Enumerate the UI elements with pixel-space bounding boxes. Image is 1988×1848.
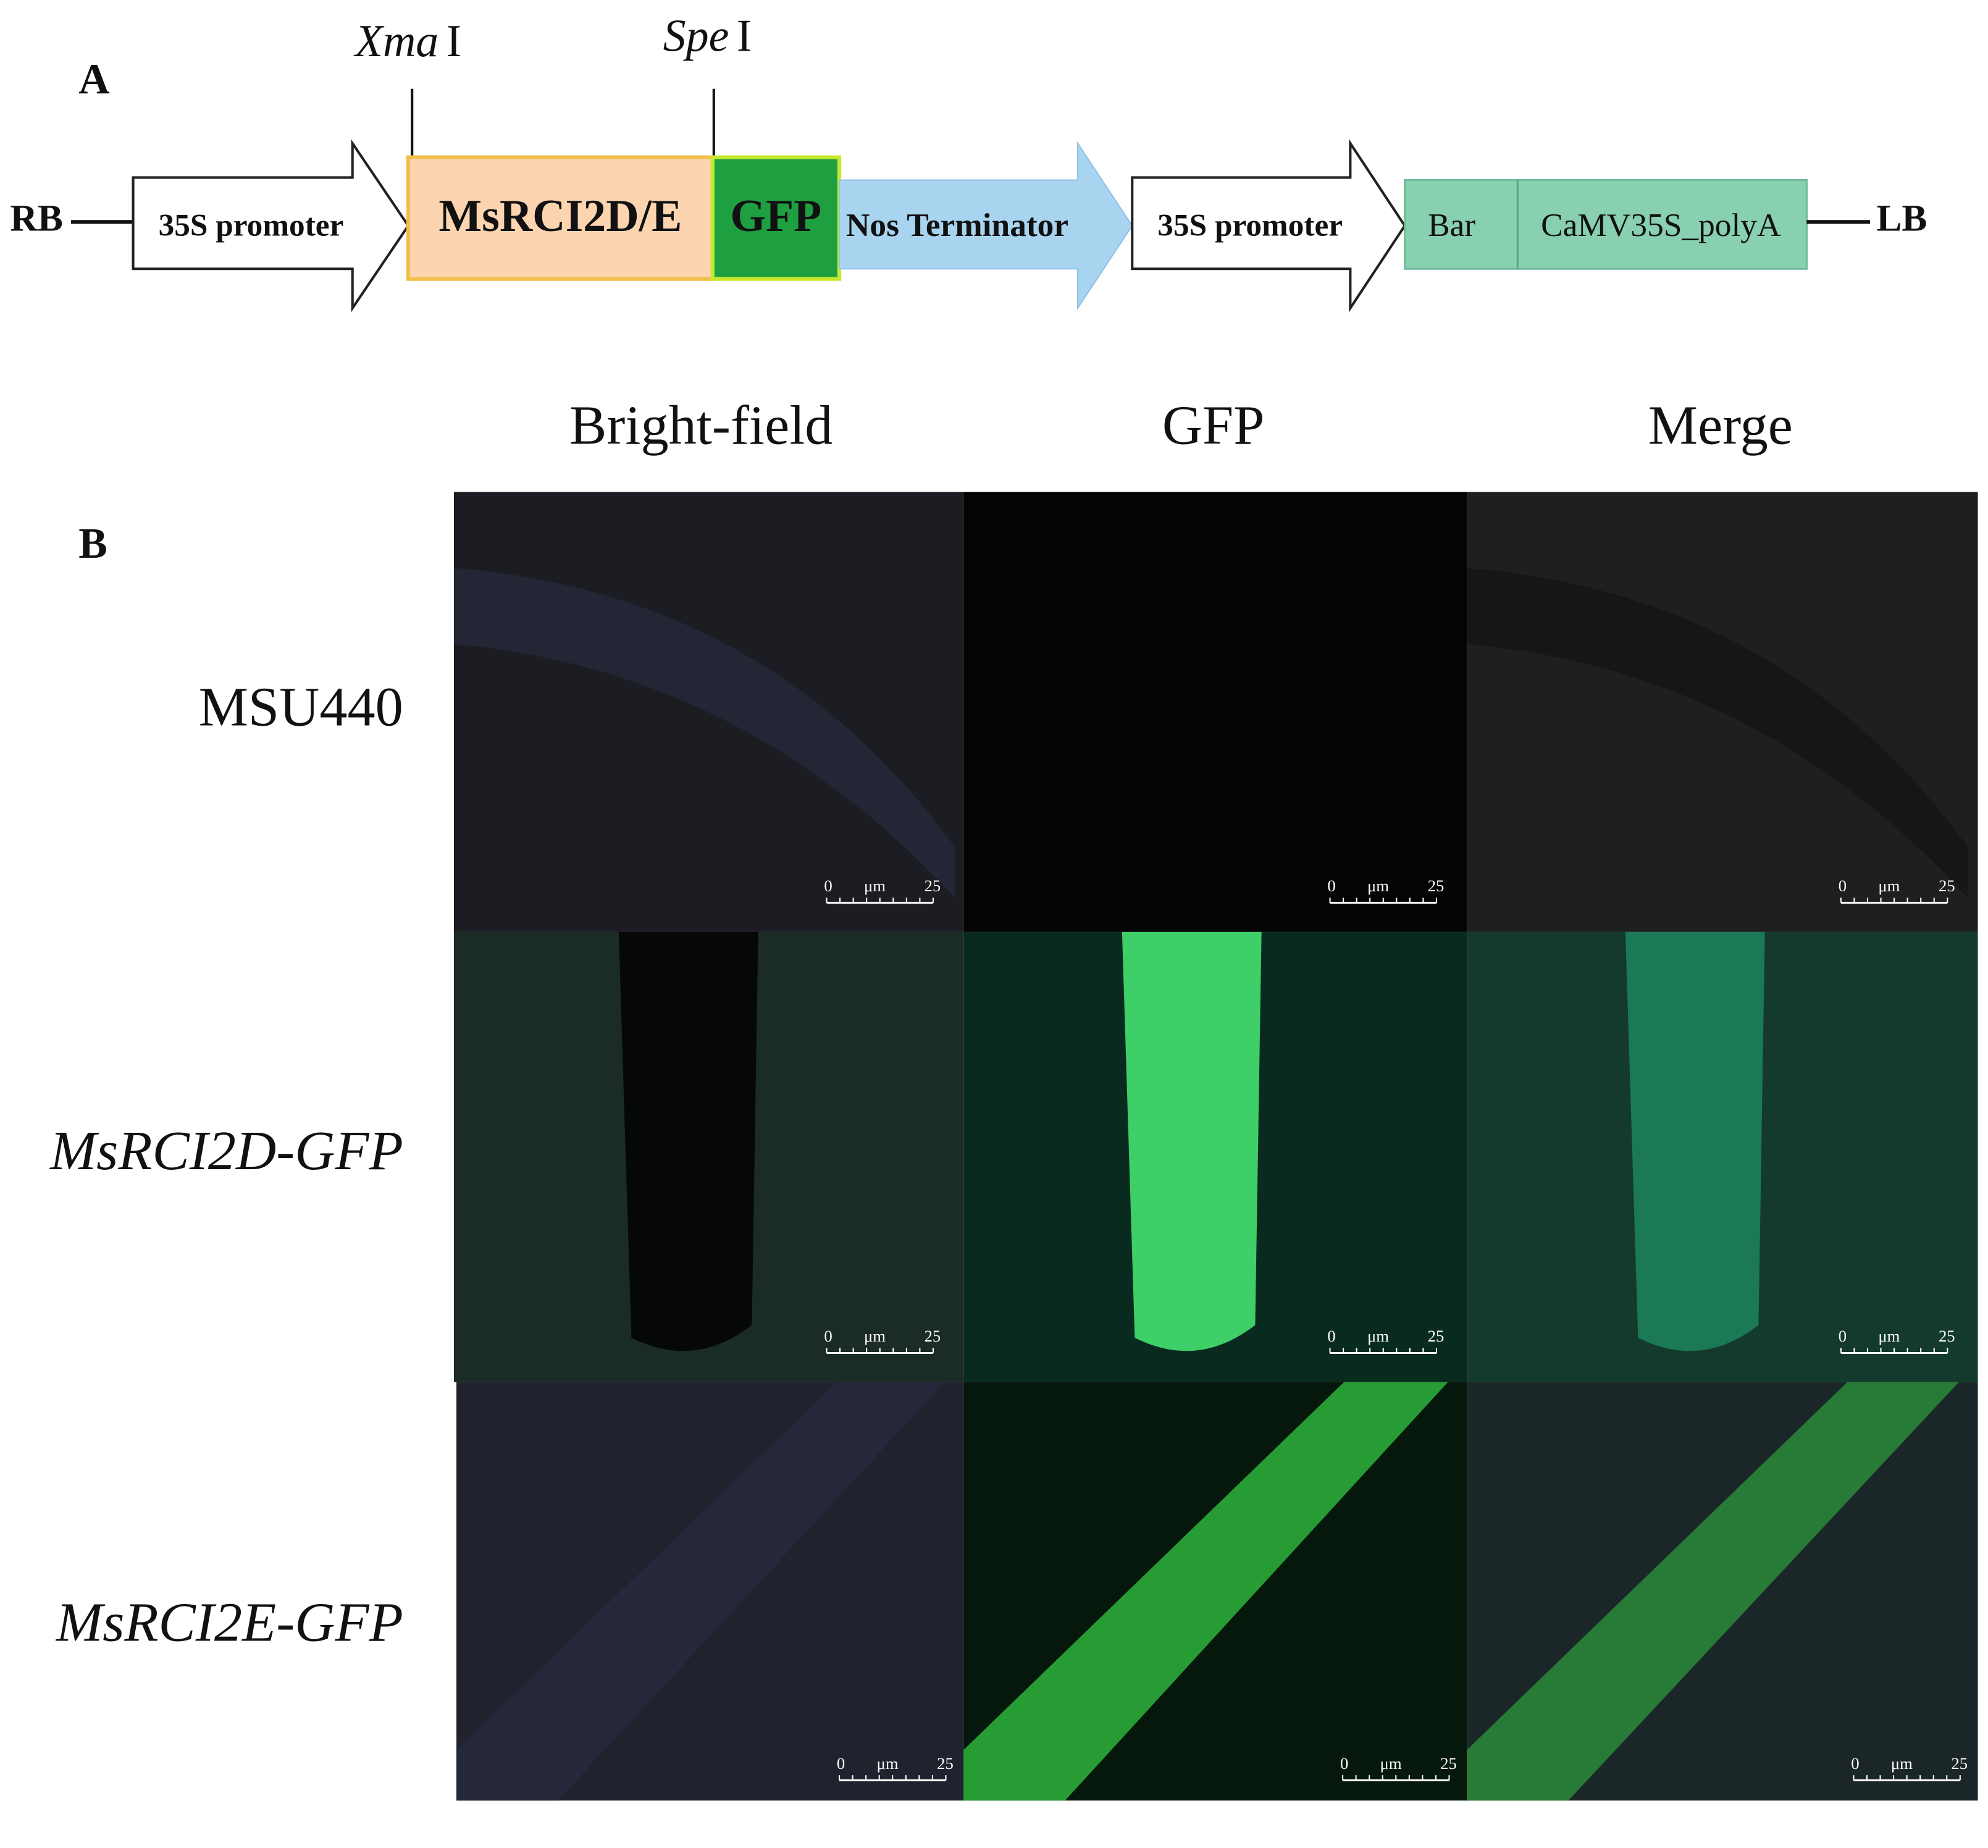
scale-unit: μm (877, 1754, 899, 1773)
element-label: GFP (731, 190, 822, 241)
scale-start: 0 (1839, 1327, 1847, 1345)
element-label: Bar (1428, 206, 1475, 243)
scale-bar: 0 μm 25 (1327, 1327, 1445, 1354)
micrograph: 0 μm 25 (453, 492, 964, 932)
scale-bar: 0 μm 25 (1839, 1327, 1955, 1354)
site-suffix: I (447, 15, 462, 66)
root (1467, 568, 1968, 898)
site-label: Spe I (663, 10, 752, 61)
site-label: Xma I (353, 15, 461, 66)
root (456, 1382, 945, 1801)
gene-box (406, 155, 715, 281)
scale-unit: μm (1878, 1327, 1900, 1345)
scale-unit: μm (1380, 1754, 1402, 1773)
image-background (963, 492, 1467, 932)
scale-unit: μm (1891, 1754, 1913, 1773)
panel-label: B (78, 520, 107, 568)
promoter-arrow (132, 139, 410, 313)
root (1467, 1382, 1959, 1801)
scale-unit: μm (1878, 876, 1900, 895)
scale-start: 0 (1851, 1754, 1859, 1773)
micrograph: 0 μm 25 (963, 492, 1467, 932)
micrograph: 0 μm 25 (456, 1382, 964, 1801)
scale-bar: 0 μm 25 (1851, 1754, 1968, 1781)
scale-end: 25 (1939, 876, 1955, 895)
scale-unit: μm (1367, 1327, 1389, 1345)
root (453, 568, 955, 898)
scale-unit: μm (864, 876, 886, 895)
root (618, 931, 758, 1351)
element-label: CaMV35S_polyA (1541, 206, 1781, 243)
panel-label: A (78, 56, 109, 104)
element-label: 35S promoter (159, 208, 344, 243)
scale-unit: μm (1367, 876, 1389, 895)
element-label: 35S promoter (1157, 208, 1343, 243)
micrograph: 0 μm 25 (453, 931, 964, 1382)
scale-unit: μm (864, 1327, 886, 1345)
scale-end: 25 (1939, 1327, 1955, 1345)
scale-end: 25 (1440, 1754, 1457, 1773)
scale-bar: 0 μm 25 (824, 1327, 941, 1354)
scale-bar: 0 μm 25 (837, 1754, 954, 1781)
terminator-arrow (839, 141, 1133, 311)
column-header: Merge (1648, 395, 1793, 456)
image-grid: 0 μm 25 0 μm 25 0 μm 25 0 μm 25 0 μm 25 0 μm 25 0 μm 25 0 μm 25… (453, 492, 1978, 1801)
promoter-arrow (1131, 139, 1407, 313)
element-label: MsRCI2D/E (438, 190, 682, 241)
scale-end: 25 (937, 1754, 954, 1773)
row-label: MsRCI2D-GFP (49, 1120, 403, 1182)
scale-end: 25 (925, 876, 941, 895)
site-name: Xma (353, 15, 438, 66)
scale-start: 0 (824, 876, 832, 895)
micrograph: 0 μm 25 (1467, 492, 1978, 932)
column-header: Bright-field (569, 395, 833, 456)
micrograph: 0 μm 25 (1467, 1382, 1978, 1801)
scale-bar: 0 μm 25 (824, 876, 941, 904)
scale-bar: 0 μm 25 (1340, 1754, 1457, 1781)
root (1122, 931, 1262, 1351)
row-label: MSU440 (199, 676, 403, 738)
scale-start: 0 (1327, 876, 1335, 895)
root (1625, 931, 1765, 1351)
row-label: MsRCI2E-GFP (55, 1592, 403, 1653)
micrograph: 0 μm 25 (963, 931, 1467, 1382)
scale-start: 0 (1327, 1327, 1335, 1345)
scale-start: 0 (824, 1327, 832, 1345)
site-suffix: I (737, 10, 752, 61)
scale-start: 0 (1340, 1754, 1348, 1773)
site-name: Spe (663, 10, 729, 61)
marker-box (1404, 179, 1808, 270)
scale-end: 25 (1951, 1754, 1968, 1773)
scale-end: 25 (1428, 1327, 1445, 1345)
border-label: LB (1876, 197, 1927, 239)
border-label: RB (10, 197, 63, 239)
scale-start: 0 (1839, 876, 1847, 895)
micrograph: 0 μm 25 (963, 1382, 1467, 1801)
micrograph: 0 μm 25 (1467, 931, 1978, 1382)
scale-end: 25 (1428, 876, 1445, 895)
column-header: GFP (1162, 395, 1265, 456)
root (963, 1382, 1448, 1801)
element-label: Nos Terminator (846, 206, 1068, 243)
scale-start: 0 (837, 1754, 845, 1773)
scale-end: 25 (925, 1327, 941, 1345)
scale-bar: 0 μm 25 (1839, 876, 1955, 904)
scale-bar: 0 μm 25 (1327, 876, 1445, 904)
